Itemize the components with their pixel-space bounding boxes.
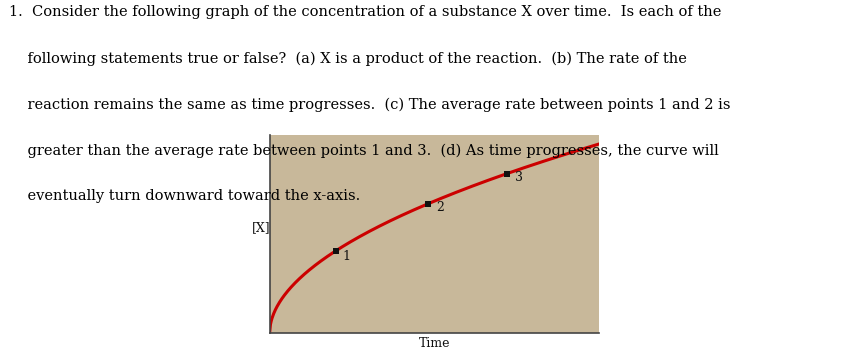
Text: following statements true or false?  (a) X is a product of the reaction.  (b) Th: following statements true or false? (a) … [9,51,687,66]
Text: greater than the average rate between points 1 and 3.  (d) As time progresses, t: greater than the average rate between po… [9,143,718,158]
Y-axis label: [X]: [X] [252,221,270,234]
Text: 2: 2 [436,201,444,214]
Text: 3: 3 [515,171,523,184]
Text: 1.  Consider the following graph of the concentration of a substance X over time: 1. Consider the following graph of the c… [9,5,721,19]
Text: eventually turn downward toward the x-axis.: eventually turn downward toward the x-ax… [9,189,360,204]
Text: 1: 1 [342,250,350,263]
Text: reaction remains the same as time progresses.  (c) The average rate between poin: reaction remains the same as time progre… [9,97,730,112]
X-axis label: Time: Time [419,337,450,350]
